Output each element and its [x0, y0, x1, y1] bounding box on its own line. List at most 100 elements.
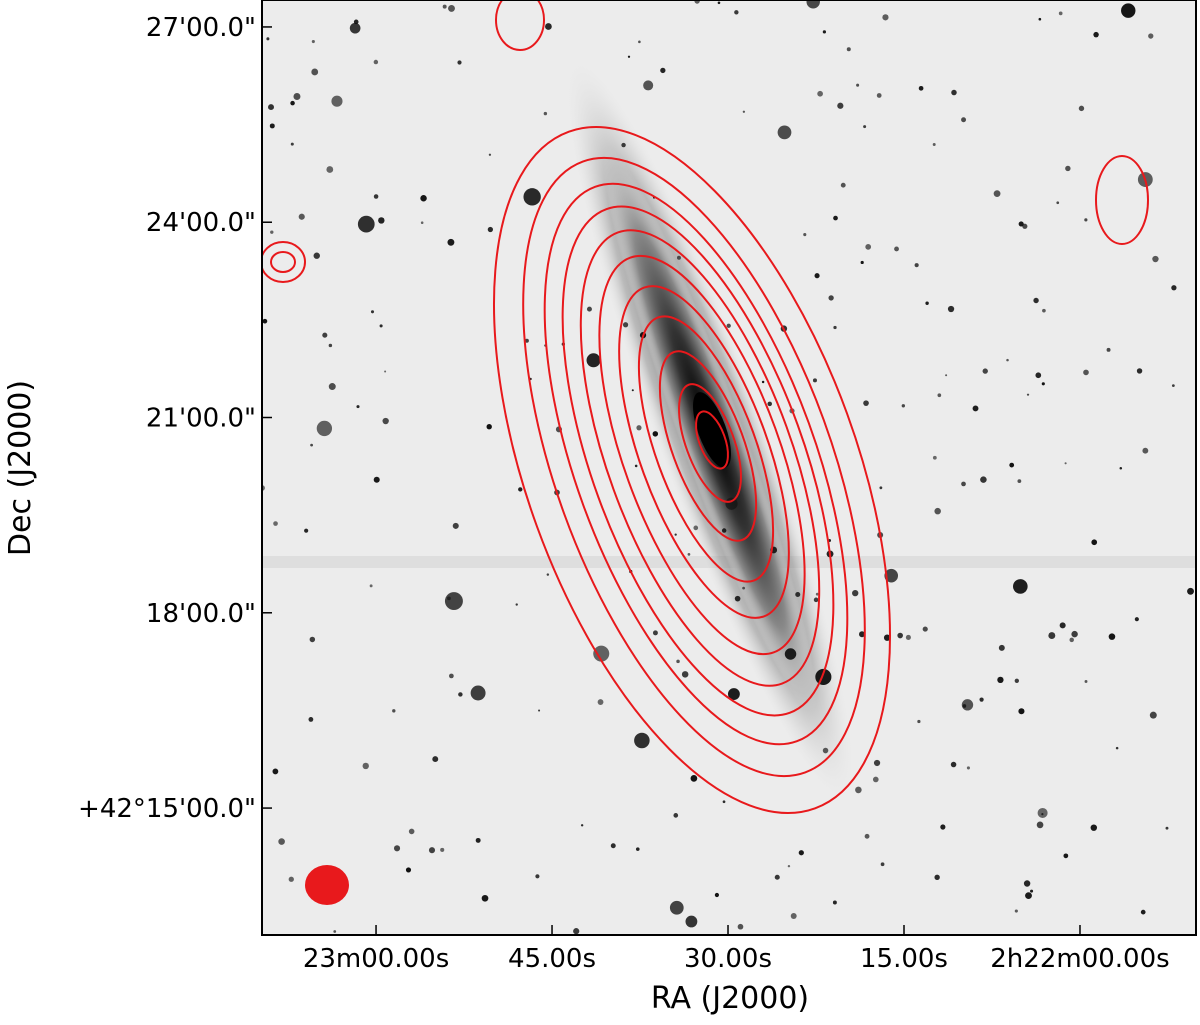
star — [798, 850, 804, 856]
star — [643, 80, 654, 91]
contours — [262, 0, 1149, 814]
star — [932, 455, 937, 460]
star — [961, 117, 967, 123]
star — [982, 368, 988, 374]
star — [452, 522, 459, 529]
star — [1009, 462, 1015, 468]
star — [524, 338, 529, 343]
star — [1041, 813, 1044, 816]
x-tick-label: 23m00.00s — [303, 944, 449, 974]
star — [1033, 297, 1039, 304]
star — [882, 14, 889, 21]
star — [852, 589, 859, 597]
star — [767, 401, 772, 407]
star — [951, 89, 957, 96]
star — [448, 4, 455, 12]
star — [268, 104, 274, 111]
star — [1136, 368, 1143, 374]
star — [1006, 358, 1009, 362]
star — [1093, 31, 1099, 38]
star — [674, 533, 677, 536]
star — [1084, 680, 1088, 683]
star — [690, 774, 698, 782]
star — [1091, 539, 1098, 546]
star — [914, 263, 919, 268]
star — [722, 800, 726, 804]
star — [717, 1, 721, 5]
star — [865, 243, 872, 250]
star — [272, 768, 279, 775]
star — [1025, 892, 1032, 900]
contour — [598, 254, 806, 656]
star — [1115, 746, 1119, 750]
star — [725, 497, 738, 510]
star — [546, 573, 550, 576]
star — [1187, 587, 1194, 595]
star — [734, 595, 741, 602]
star — [940, 824, 946, 830]
star — [687, 553, 691, 556]
star — [1121, 3, 1136, 18]
star — [326, 166, 334, 173]
star — [631, 389, 634, 392]
star — [518, 487, 523, 492]
star — [310, 443, 313, 447]
star — [950, 761, 957, 768]
star — [486, 424, 492, 430]
star — [1165, 826, 1169, 830]
star — [1119, 467, 1123, 470]
star — [1152, 255, 1159, 263]
star — [1142, 447, 1149, 454]
star — [278, 838, 285, 845]
star — [693, 525, 699, 531]
star — [444, 592, 463, 611]
star — [586, 353, 601, 368]
star — [638, 40, 641, 44]
star — [660, 67, 666, 74]
star — [475, 837, 481, 843]
star — [1035, 372, 1042, 379]
star — [652, 630, 658, 636]
star — [790, 913, 797, 919]
y-tick-label: 27'00.0" — [146, 13, 256, 43]
star — [308, 716, 314, 722]
star — [635, 847, 640, 851]
star — [597, 699, 604, 705]
star — [1171, 285, 1177, 291]
star — [622, 322, 629, 328]
star — [1140, 909, 1146, 915]
star — [863, 400, 869, 406]
star — [1059, 622, 1066, 629]
star — [859, 631, 865, 638]
star — [1026, 393, 1030, 396]
star — [860, 260, 864, 265]
star — [777, 125, 792, 140]
x-tick-label: 15.00s — [860, 944, 948, 974]
star — [378, 217, 385, 224]
star — [925, 301, 929, 305]
star — [1148, 33, 1154, 39]
y-tick-label: 24'00.0" — [146, 208, 256, 238]
contour — [579, 229, 821, 687]
star — [727, 688, 740, 700]
star — [290, 142, 294, 146]
star — [1149, 711, 1157, 719]
star — [634, 464, 638, 468]
star — [822, 30, 827, 34]
star — [815, 592, 819, 596]
star — [333, 930, 337, 933]
star — [1106, 347, 1111, 352]
star — [573, 928, 580, 935]
x-tick-label: 45.00s — [508, 944, 596, 974]
star — [470, 685, 486, 701]
star — [652, 431, 659, 437]
star — [1018, 708, 1025, 715]
star — [685, 915, 698, 928]
star — [405, 867, 412, 873]
contour — [1095, 155, 1149, 245]
star — [269, 123, 275, 129]
star — [795, 592, 801, 598]
star — [384, 370, 387, 373]
star — [918, 85, 924, 91]
y-tick-label: 21'00.0" — [146, 404, 256, 434]
